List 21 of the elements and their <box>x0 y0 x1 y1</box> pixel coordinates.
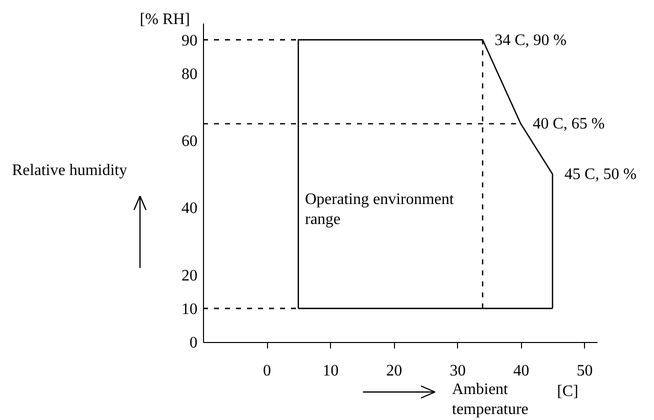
y-tick-label: 0 <box>190 334 198 352</box>
annotation: 45 C, 50 % <box>564 166 637 184</box>
annotation: 40 C, 65 % <box>532 116 605 133</box>
x-tick-label: 30 <box>450 362 466 380</box>
annotation: 34 C, 90 % <box>494 32 567 49</box>
x-tick-label: 50 <box>576 362 593 380</box>
x-tick-label: 40 <box>513 362 530 380</box>
text: [C] <box>557 383 578 400</box>
x-tick-label: 10 <box>322 362 339 380</box>
y-tick-label: 80 <box>182 66 198 83</box>
y-tick-label: 20 <box>182 267 198 284</box>
y-tick-label: 10 <box>182 300 198 318</box>
annotation: Operating environment range <box>305 191 454 228</box>
y-axis-title: Relative humidity <box>12 162 128 179</box>
y-tick-label: 40 <box>182 200 198 218</box>
y-tick-label: 60 <box>182 133 198 150</box>
x-tick-label: 20 <box>386 362 402 380</box>
x-tick-label: 0 <box>263 362 272 380</box>
y-tick-label: 90 <box>182 32 198 50</box>
text: [% RH] <box>140 11 190 28</box>
x-axis-title: Ambient temperature <box>452 381 528 418</box>
